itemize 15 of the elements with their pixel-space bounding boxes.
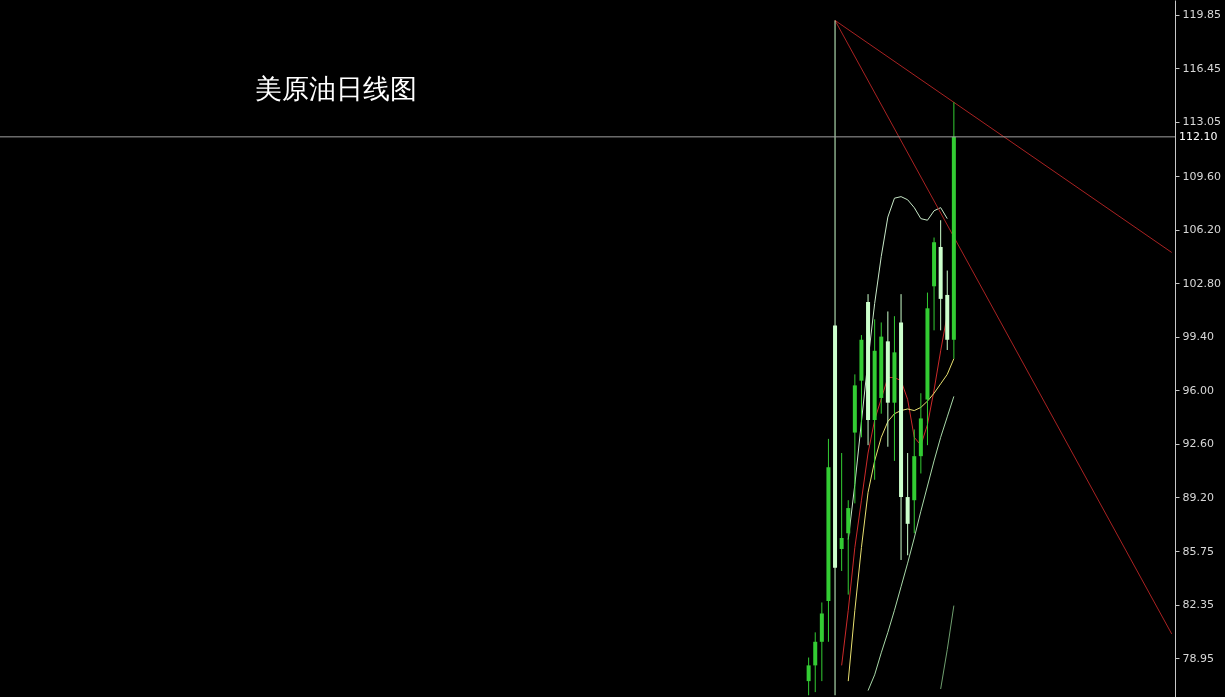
y-tick-label: 119.85 xyxy=(1182,8,1221,22)
y-tick-label: 92.60 xyxy=(1182,437,1214,451)
y-tick-label: 96.00 xyxy=(1182,383,1214,397)
text: 美原油日线图 xyxy=(255,73,417,104)
y-tick-label: 106.20 xyxy=(1182,223,1221,237)
y-tick-label: 78.95 xyxy=(1182,651,1214,665)
y-tick-label: 116.45 xyxy=(1182,61,1221,75)
y-tick-label: 85.75 xyxy=(1182,544,1214,558)
ref-line-label: 112.10 xyxy=(1179,129,1218,143)
y-tick-label: 102.80 xyxy=(1182,276,1221,290)
y-tick-label: 99.40 xyxy=(1182,330,1214,344)
y-tick-label: 113.05 xyxy=(1182,115,1221,129)
y-tick-label: 89.20 xyxy=(1182,490,1214,504)
y-tick-label: 82.35 xyxy=(1182,598,1214,612)
y-tick-label: 109.60 xyxy=(1182,169,1221,183)
